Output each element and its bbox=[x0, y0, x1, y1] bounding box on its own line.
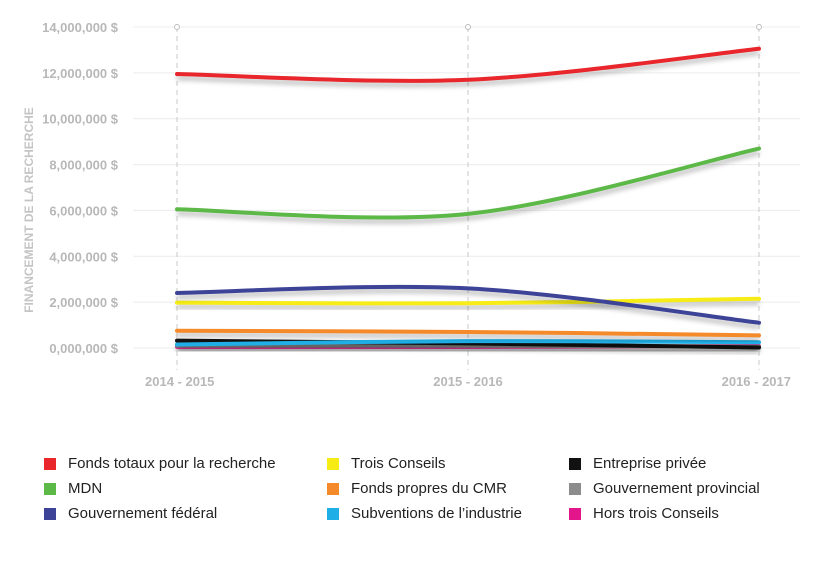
guide-end-marker bbox=[465, 24, 471, 30]
legend-item: Subventions de l’industrie bbox=[327, 505, 569, 522]
legend-label: Fonds totaux pour la recherche bbox=[68, 455, 276, 472]
line-chart: 0,000,000 $ 2,000,000 $ 4,000,000 $ 6,000,0… bbox=[22, 20, 800, 389]
legend-label: Fonds propres du CMR bbox=[351, 480, 507, 497]
x-tick-label: 2015 - 2016 bbox=[433, 374, 502, 389]
legend-label: Subventions de l’industrie bbox=[351, 505, 522, 522]
y-tick-label: 12,000,000 $ bbox=[42, 66, 119, 81]
legend-label: Entreprise privée bbox=[593, 455, 707, 472]
series-line-fonds-totaux-pour-la-recherche bbox=[175, 46, 761, 83]
legend-swatch bbox=[44, 507, 56, 520]
legend-swatch bbox=[327, 457, 339, 470]
legend-swatch bbox=[327, 482, 339, 495]
y-tick-label: 0,000,000 $ bbox=[49, 341, 118, 356]
legend-item: MDN bbox=[44, 480, 327, 497]
legend-label: Hors trois Conseils bbox=[593, 505, 719, 522]
series-shadow-trois-conseils bbox=[176, 300, 760, 310]
series-shadow-fonds-totaux-pour-la-recherche bbox=[176, 50, 760, 88]
legend-swatch bbox=[569, 507, 581, 520]
legend-item: Trois Conseils bbox=[327, 455, 569, 472]
series-line-subventions-de-l-industrie bbox=[175, 339, 761, 347]
legend-label: Trois Conseils bbox=[351, 455, 446, 472]
legend-swatch bbox=[44, 482, 56, 495]
guide-end-marker bbox=[756, 24, 762, 30]
legend-item: Gouvernement fédéral bbox=[44, 505, 327, 522]
y-tick-label: 6,000,000 $ bbox=[49, 203, 118, 218]
series-lines bbox=[175, 46, 761, 355]
legend-swatch bbox=[569, 457, 581, 470]
series-shadow-gouvernement-federal bbox=[176, 288, 760, 330]
legend: Fonds totaux pour la recherche Trois Cons… bbox=[44, 455, 814, 522]
series-shadow-subventions-de-l-industrie bbox=[176, 342, 760, 352]
legend-swatch bbox=[327, 507, 339, 520]
x-tick-label: 2016 - 2017 bbox=[722, 374, 791, 389]
x-tick-label: 2014 - 2015 bbox=[145, 374, 214, 389]
y-tick-label: 14,000,000 $ bbox=[42, 20, 119, 35]
legend-item: Gouvernement provincial bbox=[569, 480, 809, 497]
legend-item: Hors trois Conseils bbox=[569, 505, 809, 522]
series-line-fonds-propres-du-cmr bbox=[175, 328, 761, 338]
legend-label: MDN bbox=[68, 480, 103, 497]
guide-end-marker bbox=[174, 24, 180, 30]
y-tick-label: 4,000,000 $ bbox=[49, 249, 118, 264]
legend-swatch bbox=[569, 482, 581, 495]
legend-label: Gouvernement provincial bbox=[593, 480, 760, 497]
x-axis-ticks: 2014 - 2015 2015 - 2016 2016 - 2017 bbox=[145, 374, 791, 389]
series-shadow-mdn bbox=[176, 150, 760, 225]
y-tick-label: 2,000,000 $ bbox=[49, 295, 118, 310]
legend-swatch bbox=[44, 457, 56, 470]
series-shadow-fonds-propres-du-cmr bbox=[176, 332, 760, 342]
series-line-trois-conseils bbox=[175, 296, 761, 306]
legend-item: Fonds totaux pour la recherche bbox=[44, 455, 327, 472]
y-axis-label: FINANCEMENT DE LA RECHERCHE bbox=[22, 107, 36, 313]
series-line-mdn bbox=[175, 146, 761, 220]
y-tick-label: 10,000,000 $ bbox=[42, 112, 119, 127]
legend-label: Gouvernement fédéral bbox=[68, 505, 218, 522]
y-axis-ticks: 0,000,000 $ 2,000,000 $ 4,000,000 $ 6,000,0… bbox=[42, 20, 119, 356]
series-line-gouvernement-federal bbox=[175, 284, 761, 325]
y-tick-label: 8,000,000 $ bbox=[49, 158, 118, 173]
legend-item: Fonds propres du CMR bbox=[327, 480, 569, 497]
legend-item: Entreprise privée bbox=[569, 455, 809, 472]
